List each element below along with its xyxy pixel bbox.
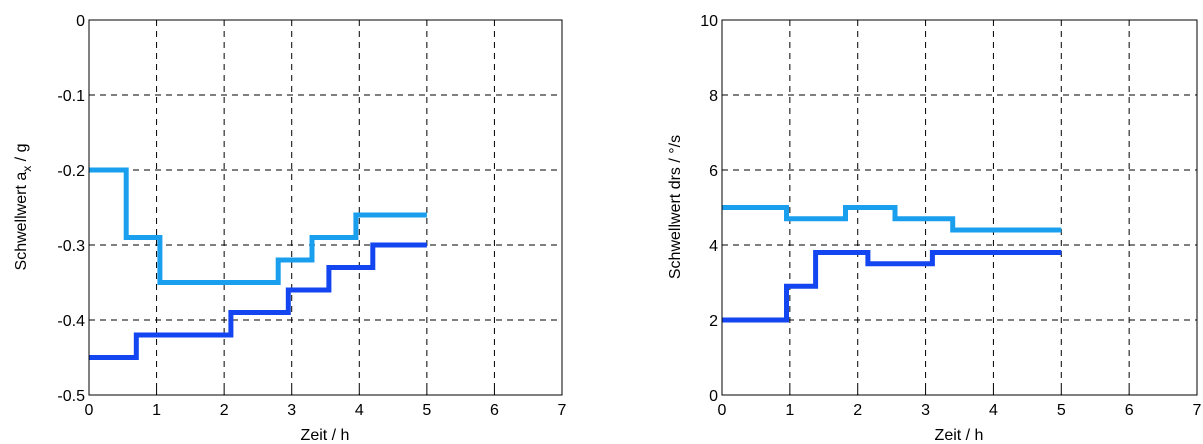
y-tick-label: -0.3 xyxy=(57,238,85,255)
y-axis-label-unit: / g xyxy=(13,144,30,166)
y-tick-labels: 10 8 6 4 2 0 xyxy=(700,13,718,405)
grid xyxy=(88,19,563,396)
x-tick-label: 6 xyxy=(490,402,499,419)
y-axis-label: Schwellwert drs / °/s xyxy=(667,135,684,279)
x-tick-label: 3 xyxy=(921,402,930,419)
y-tick-label: 8 xyxy=(709,88,718,105)
x-tick-label: 5 xyxy=(1057,402,1066,419)
x-tick-label: 5 xyxy=(422,402,431,419)
series-group xyxy=(89,167,427,360)
x-tick-label: 1 xyxy=(152,402,161,419)
y-tick-label: -0.2 xyxy=(57,163,85,180)
x-tick-label: 2 xyxy=(853,402,862,419)
x-tick-labels: 0 1 2 3 4 5 6 7 xyxy=(718,402,1202,419)
y-tick-label: 0 xyxy=(709,388,718,405)
y-tick-label: -0.1 xyxy=(57,88,85,105)
series-line-2 xyxy=(722,250,1062,323)
y-tick-label: -0.5 xyxy=(57,388,85,405)
y-tick-label: 2 xyxy=(709,313,718,330)
y-axis-label-main: Schwellwert a xyxy=(13,172,30,271)
plot-area xyxy=(722,20,1197,395)
axes-frame xyxy=(88,19,563,396)
x-tick-label: 7 xyxy=(1193,402,1202,419)
y-axis-label: Schwellwert ax / g xyxy=(13,144,34,271)
x-tick-label: 6 xyxy=(1125,402,1134,419)
y-tick-labels: 0 -0.1 -0.2 -0.3 -0.4 -0.5 xyxy=(57,13,85,405)
x-tick-label: 2 xyxy=(220,402,229,419)
y-tick-label: -0.4 xyxy=(57,313,85,330)
y-axis-label-subscript: x xyxy=(20,166,34,172)
plot-area xyxy=(89,20,562,395)
x-tick-label: 4 xyxy=(355,402,364,419)
y-tick-label: 0 xyxy=(76,13,85,30)
x-axis-label: Zeit / h xyxy=(301,427,350,444)
chart-yaw-rate-threshold: 0 1 2 3 4 5 6 7 10 8 6 4 2 0 Zeit / h Schwellwert dr… xyxy=(667,13,1202,444)
y-tick-label: 10 xyxy=(700,13,718,30)
x-tick-label: 4 xyxy=(989,402,998,419)
series-line-1 xyxy=(722,205,1062,233)
x-tick-labels: 0 1 2 3 4 5 6 7 xyxy=(85,402,567,419)
axes-frame xyxy=(721,19,1198,396)
x-tick-label: 7 xyxy=(558,402,567,419)
x-tick-label: 1 xyxy=(785,402,794,419)
y-tick-label: 6 xyxy=(709,163,718,180)
series-line-1 xyxy=(89,167,427,285)
x-tick-label: 0 xyxy=(718,402,727,419)
x-tick-label: 3 xyxy=(287,402,296,419)
series-line-2 xyxy=(89,242,427,360)
x-tick-label: 0 xyxy=(85,402,94,419)
x-axis-label: Zeit / h xyxy=(935,427,984,444)
series-group xyxy=(722,205,1062,323)
y-tick-label: 4 xyxy=(709,238,718,255)
